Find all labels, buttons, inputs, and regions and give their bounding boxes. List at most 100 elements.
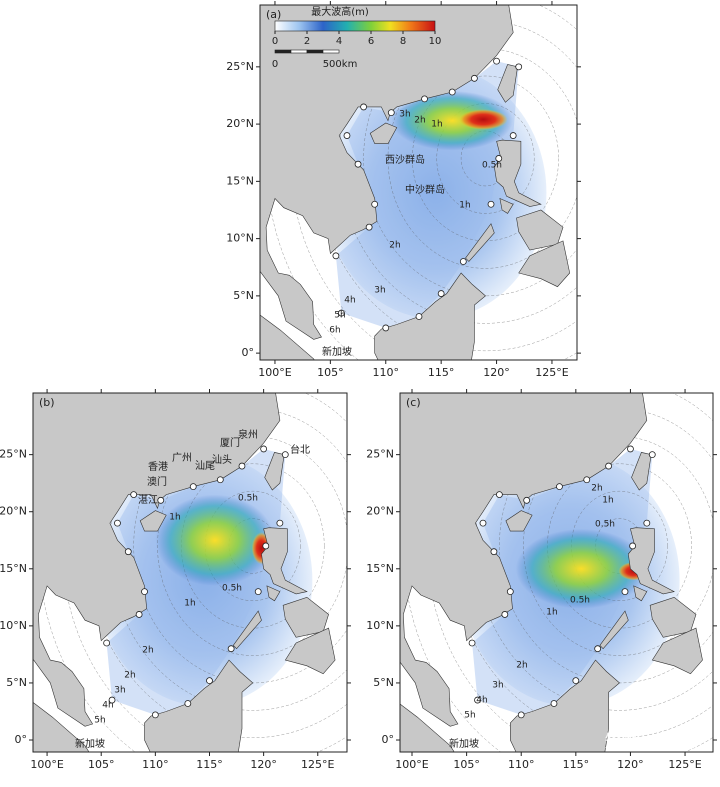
colorbar-tick-label: 2 [304, 36, 310, 47]
gauge-station [227, 645, 235, 653]
gauge-station [550, 700, 558, 707]
land [493, 139, 542, 207]
scale-bar-segment [274, 49, 292, 54]
gauge-station [490, 548, 498, 556]
colorbar [274, 20, 436, 32]
gauge-station [468, 639, 476, 647]
gauge-station [360, 103, 367, 111]
gauge-station [281, 451, 289, 459]
contour-label: 3h [399, 110, 410, 120]
colorbar-tick-label: 6 [368, 36, 374, 47]
land [260, 5, 514, 340]
x-tick-label: 120° [483, 366, 510, 379]
place-name: 新加坡 [449, 737, 479, 750]
gauge-station [130, 491, 138, 498]
x-tick-label: 100°E [30, 758, 63, 771]
land [374, 272, 486, 360]
y-tick-label: 25°N [0, 448, 27, 461]
panel-frame [32, 392, 348, 753]
contour-label: 4h [476, 696, 487, 706]
y-tick-label: 25°N [226, 60, 254, 73]
gauge-station [260, 445, 268, 453]
x-tick-label: 115° [563, 758, 590, 771]
land [499, 197, 514, 214]
place-name: 湛江 [138, 494, 158, 506]
gauge-station [556, 483, 563, 491]
x-tick-label: 105° [88, 758, 115, 771]
gauge-station [157, 496, 165, 504]
panel-label: (b) [39, 396, 55, 409]
gauge-station [470, 74, 478, 82]
x-tick-label: 110° [373, 366, 400, 379]
scale-bar-label: 500km [323, 59, 358, 70]
colorbar-tick-label: 10 [429, 36, 442, 47]
colorbar-tick-label: 4 [336, 36, 342, 47]
gauge-station [605, 462, 612, 470]
wave-height-field [391, 90, 514, 151]
gauge-station [517, 711, 525, 719]
land [369, 122, 398, 144]
place-name: 新加坡 [322, 345, 352, 358]
contour-label: 1h [459, 201, 470, 211]
place-name: 中沙群岛 [405, 183, 445, 196]
y-tick-label: 10°N [366, 619, 394, 632]
y-tick-label: 20°N [226, 117, 254, 130]
contour-label: 0.5h [222, 584, 242, 594]
x-tick-label: 125°E [668, 758, 701, 771]
gauge-station [238, 462, 246, 470]
y-tick-label: 15°N [0, 562, 27, 575]
gauge-station [509, 132, 517, 139]
x-tick-label: 100°E [258, 366, 291, 379]
y-tick-label: 5°N [6, 676, 27, 689]
contour-label: 1h [184, 599, 195, 609]
y-tick-label: 20°N [0, 505, 27, 518]
place-name: 西沙群岛 [385, 153, 425, 166]
contour-label: 3h [114, 686, 125, 696]
contour-label: 2h [414, 116, 425, 126]
land [518, 240, 571, 288]
colorbar-tick-label: 8 [400, 36, 406, 47]
gauge-station [437, 290, 445, 297]
colorbar-title: 最大波高(m) [311, 5, 369, 18]
land [33, 702, 90, 752]
land [400, 703, 455, 752]
gauge-station [643, 519, 651, 527]
gauge-station [479, 519, 487, 527]
contour-label: 2h [516, 661, 527, 671]
land [232, 610, 262, 650]
gauge-station [523, 496, 531, 504]
land [261, 527, 308, 595]
place-name: 泉州 [238, 428, 258, 441]
y-tick-label: 5°N [233, 289, 254, 302]
gauge-station [474, 696, 481, 704]
land [260, 314, 315, 360]
place-name: 香港 [148, 461, 168, 473]
land [144, 659, 254, 752]
y-tick-label: 15°N [366, 562, 394, 575]
x-tick-label: 105° [453, 758, 480, 771]
land [497, 64, 518, 103]
gauge-station [141, 588, 148, 596]
contour-label: 4h [102, 701, 113, 711]
wave-height-field [155, 494, 275, 586]
contour-label: 2h [389, 241, 400, 251]
scale-bar-segment [290, 49, 308, 54]
x-tick-label: 100°E [395, 758, 428, 771]
land [139, 510, 167, 532]
place-name: 台北 [290, 443, 310, 456]
map-panel [260, 5, 577, 360]
gauge-station [276, 519, 284, 527]
x-tick-label: 115° [428, 366, 455, 379]
land [599, 610, 629, 650]
panel-label: (a) [266, 8, 281, 21]
gauge-station [254, 588, 262, 596]
gauge-station [371, 200, 379, 208]
gauge-station [421, 95, 428, 103]
gauge-station [621, 588, 629, 596]
gauge-station [415, 313, 423, 320]
y-tick-label: 15°N [226, 174, 254, 187]
land [465, 223, 495, 262]
y-tick-label: 0° [382, 733, 395, 746]
land [505, 510, 533, 532]
contour-label: 0.5h [595, 520, 615, 530]
